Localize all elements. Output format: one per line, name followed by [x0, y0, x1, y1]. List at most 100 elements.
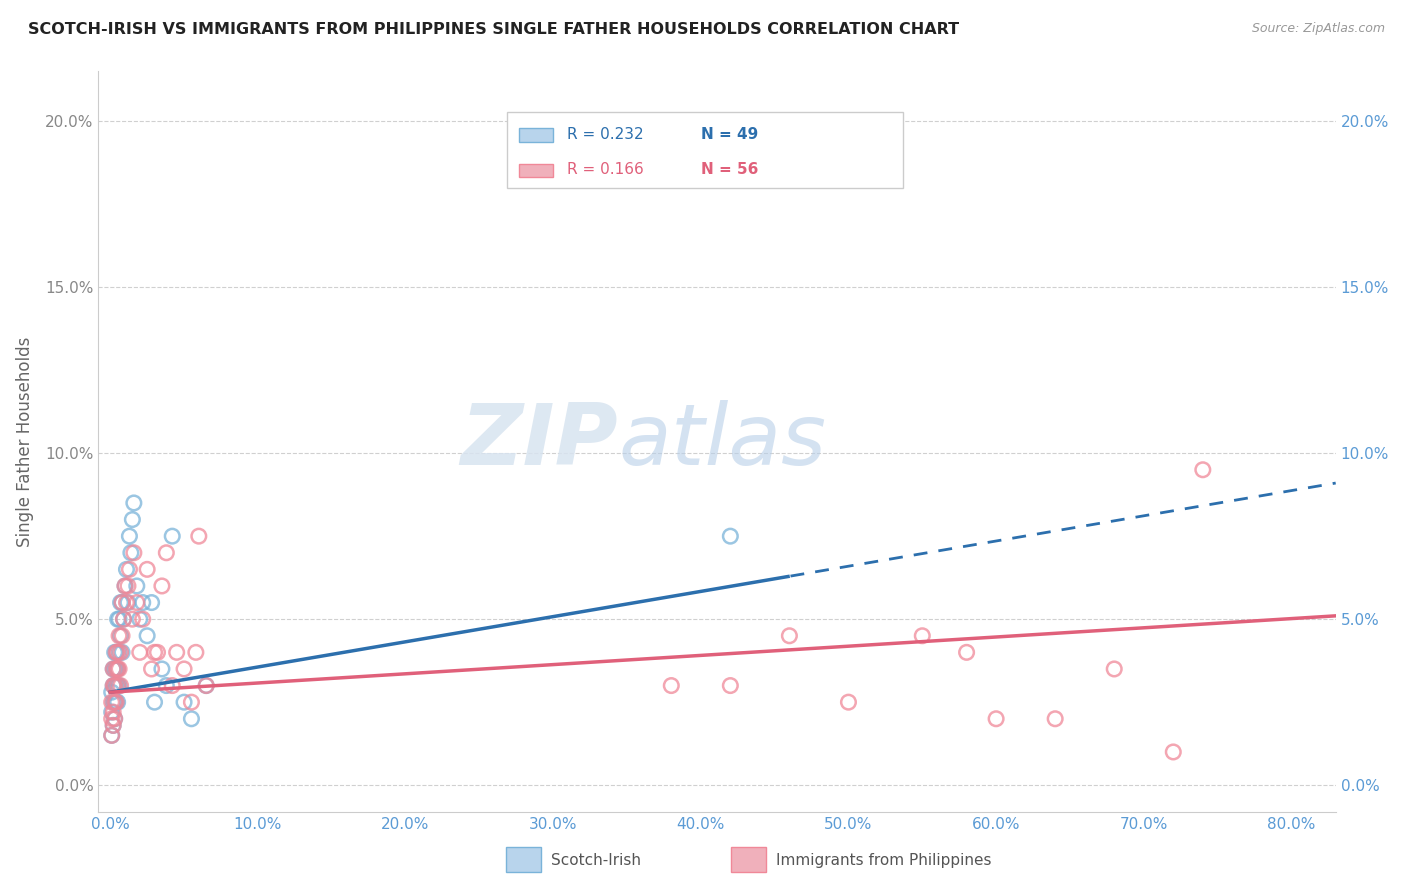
Point [115, 562, 138, 576]
Point [105, 679, 128, 693]
Point [128, 612, 150, 626]
Point [155, 546, 177, 560]
Point [110, 629, 132, 643]
Text: SCOTCH-IRISH VS IMMIGRANTS FROM PHILIPPINES SINGLE FATHER HOUSEHOLDS CORRELATION: SCOTCH-IRISH VS IMMIGRANTS FROM PHILIPPI… [28, 22, 959, 37]
Point [100, 728, 122, 742]
Point [104, 662, 127, 676]
Point [136, 629, 159, 643]
Point [150, 579, 173, 593]
Point [659, 679, 682, 693]
Point [108, 662, 131, 676]
Point [107, 662, 129, 676]
Point [136, 562, 159, 576]
Point [100, 685, 122, 699]
Point [141, 596, 163, 610]
Point [132, 612, 155, 626]
Point [108, 612, 131, 626]
Point [110, 596, 132, 610]
Point [120, 546, 142, 560]
Point [103, 679, 125, 693]
Text: R = 0.166: R = 0.166 [568, 162, 644, 178]
Y-axis label: Single Father Households: Single Father Households [15, 336, 34, 547]
Point [105, 645, 128, 659]
Point [104, 695, 127, 709]
Point [1043, 712, 1066, 726]
Point [105, 695, 128, 709]
Point [1161, 745, 1184, 759]
Point [1102, 662, 1125, 676]
Point [162, 529, 184, 543]
Point [103, 662, 125, 676]
Point [111, 596, 134, 610]
Point [100, 705, 122, 719]
Point [122, 496, 145, 510]
Point [104, 645, 127, 659]
Point [718, 529, 741, 543]
Text: R = 0.232: R = 0.232 [568, 127, 644, 142]
Point [111, 629, 134, 643]
Point [166, 645, 188, 659]
Point [105, 662, 128, 676]
Point [107, 612, 129, 626]
Point [718, 679, 741, 693]
Text: Source: ZipAtlas.com: Source: ZipAtlas.com [1251, 22, 1385, 36]
Point [114, 579, 136, 593]
Point [112, 612, 135, 626]
Point [114, 579, 136, 593]
Point [107, 645, 129, 659]
Point [108, 645, 131, 659]
Point [195, 679, 218, 693]
Text: Scotch-Irish: Scotch-Irish [551, 854, 641, 868]
Point [173, 662, 195, 676]
Point [108, 629, 131, 643]
Point [104, 679, 127, 693]
Point [143, 645, 166, 659]
FancyBboxPatch shape [519, 164, 553, 178]
Point [104, 712, 127, 726]
Point [103, 718, 125, 732]
FancyBboxPatch shape [506, 112, 903, 188]
Point [115, 596, 138, 610]
Text: atlas: atlas [619, 400, 827, 483]
Point [180, 712, 202, 726]
Point [111, 645, 134, 659]
Point [104, 695, 127, 709]
Point [111, 596, 134, 610]
Point [955, 645, 977, 659]
Text: N = 49: N = 49 [702, 127, 758, 142]
Point [105, 662, 128, 676]
Point [100, 712, 122, 726]
Point [155, 679, 177, 693]
Point [104, 679, 127, 693]
Point [112, 612, 135, 626]
Point [107, 695, 129, 709]
Point [121, 512, 143, 526]
Point [125, 579, 148, 593]
Point [117, 579, 139, 593]
Point [100, 695, 122, 709]
Point [122, 546, 145, 560]
Point [121, 612, 143, 626]
Point [778, 629, 800, 643]
Point [105, 695, 128, 709]
Point [195, 679, 218, 693]
Point [1191, 463, 1213, 477]
Text: ZIP: ZIP [460, 400, 619, 483]
Point [141, 662, 163, 676]
Point [108, 679, 131, 693]
Point [118, 562, 141, 576]
Point [103, 679, 125, 693]
Point [103, 695, 125, 709]
Point [837, 695, 859, 709]
Point [103, 662, 125, 676]
Point [100, 728, 122, 742]
Text: N = 56: N = 56 [702, 162, 758, 178]
Point [150, 662, 173, 676]
Point [146, 645, 169, 659]
Point [984, 712, 1007, 726]
Point [173, 695, 195, 709]
Point [132, 596, 155, 610]
Point [105, 645, 128, 659]
Point [110, 679, 132, 693]
Point [125, 596, 148, 610]
